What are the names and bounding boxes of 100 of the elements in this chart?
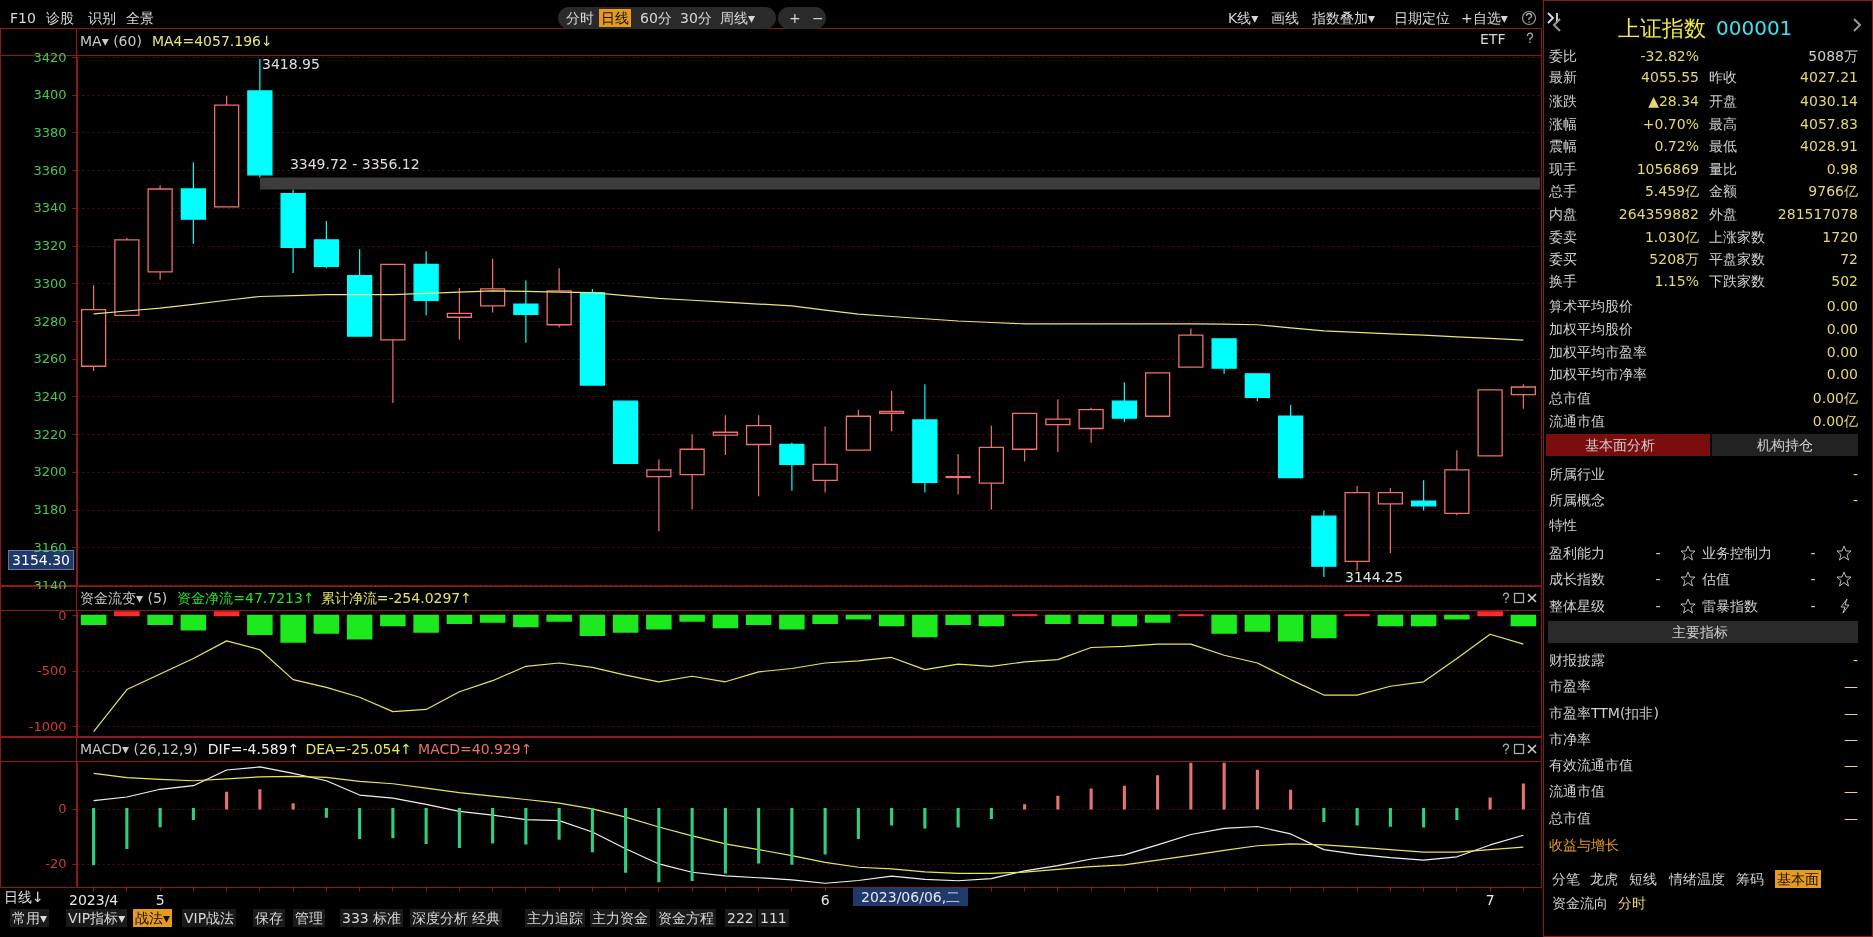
y-tick-label: 3180 bbox=[33, 502, 67, 518]
text: 0.00 bbox=[1826, 343, 1858, 361]
y-tick-label: 3300 bbox=[33, 275, 67, 291]
text: 筹码 bbox=[1736, 870, 1764, 888]
text: — bbox=[1844, 730, 1858, 748]
text: 资金方程 bbox=[656, 909, 716, 927]
candlestick bbox=[1244, 373, 1271, 402]
text: 主要指标 bbox=[1672, 623, 1728, 641]
text: — bbox=[1844, 782, 1858, 800]
candlestick bbox=[513, 279, 539, 344]
text: 72 bbox=[1840, 250, 1858, 268]
text: 盈利能力 bbox=[1549, 544, 1605, 562]
text: 管理 bbox=[293, 909, 325, 927]
text: 111 bbox=[758, 909, 789, 927]
text: — bbox=[1844, 756, 1858, 774]
text: 开盘 bbox=[1709, 92, 1737, 110]
text: F10 bbox=[10, 9, 36, 27]
text: 识别 bbox=[88, 9, 116, 27]
text: 0.00亿 bbox=[1812, 412, 1858, 430]
text: MA4=4057.196↓ bbox=[151, 32, 273, 50]
text: 震幅 bbox=[1549, 137, 1577, 155]
text: VIP战法 bbox=[182, 909, 237, 927]
candlestick bbox=[1377, 487, 1404, 554]
text: 画线 bbox=[1271, 9, 1299, 27]
candlestick bbox=[646, 459, 672, 532]
text: 全景 bbox=[126, 9, 154, 27]
text: 所属概念 bbox=[1549, 491, 1605, 509]
text: 主力追踪 bbox=[525, 909, 585, 927]
text: 加权平均市净率 bbox=[1549, 365, 1647, 383]
text: 量比 bbox=[1709, 160, 1737, 178]
text: 2023/06/06,二 bbox=[853, 888, 969, 906]
text: VIP指标▾ bbox=[66, 909, 128, 927]
text: 1056869 bbox=[1636, 160, 1699, 178]
text: 主力资金 bbox=[590, 909, 650, 927]
text: - bbox=[1810, 544, 1816, 562]
text: 委卖 bbox=[1549, 228, 1577, 246]
annotation: 3144.25 bbox=[1345, 568, 1403, 586]
text: 4055.55 bbox=[1641, 68, 1699, 86]
text: 基本面 bbox=[1775, 870, 1821, 888]
text: ▲28.34 bbox=[1648, 92, 1699, 110]
text: 5208万 bbox=[1649, 250, 1699, 268]
text: - bbox=[1810, 597, 1816, 615]
candlestick bbox=[1078, 407, 1104, 444]
y-tick-label: 3280 bbox=[33, 313, 67, 329]
text: 保存 bbox=[253, 909, 285, 927]
text: 分笔 bbox=[1552, 870, 1580, 888]
text: 基本面分析 bbox=[1585, 436, 1655, 454]
text: 日期定位 bbox=[1394, 9, 1450, 27]
chart-title: MA▾ (60) bbox=[80, 32, 142, 50]
text: +0.70% bbox=[1642, 115, 1699, 133]
text: - bbox=[1655, 570, 1661, 588]
text: 成长指数 bbox=[1549, 570, 1605, 588]
text: 上涨家数 bbox=[1709, 228, 1765, 246]
line-series bbox=[93, 290, 1524, 341]
text: 流通市值 bbox=[1549, 412, 1605, 430]
text: 情绪温度 bbox=[1669, 870, 1725, 888]
y-tick-label: 3240 bbox=[33, 388, 67, 404]
x-tick-label: 5 bbox=[155, 891, 165, 908]
text: + bbox=[789, 9, 801, 27]
text: 雷暴指数 bbox=[1702, 597, 1758, 615]
text: 经典 bbox=[470, 909, 502, 927]
y-tick-label: 3260 bbox=[33, 351, 67, 367]
text: 标准 bbox=[371, 909, 403, 927]
y-tick-label: 3380 bbox=[33, 124, 67, 140]
text: 分时 bbox=[1618, 894, 1646, 912]
candlestick bbox=[1410, 479, 1437, 512]
text: 财报披露 bbox=[1549, 651, 1605, 669]
text: 4030.14 bbox=[1800, 92, 1858, 110]
text: 涨幅 bbox=[1549, 115, 1577, 133]
text: 最低 bbox=[1709, 137, 1737, 155]
text: 5088万 bbox=[1808, 47, 1858, 65]
text: 昨收 bbox=[1709, 68, 1737, 86]
text: — bbox=[1844, 809, 1858, 827]
text: 333 bbox=[340, 909, 371, 927]
text: - bbox=[1852, 465, 1858, 483]
text: 市盈率 bbox=[1549, 677, 1591, 695]
y-tick-label: 0 bbox=[58, 801, 67, 817]
text: 日线↓ bbox=[4, 888, 44, 906]
text: 累计净流=-254.0297↑ bbox=[320, 589, 472, 607]
text: 1720 bbox=[1822, 228, 1858, 246]
text: 502 bbox=[1831, 272, 1858, 290]
text: 涨跌 bbox=[1549, 92, 1577, 110]
series-label: DEA=-25.054↑ bbox=[305, 740, 413, 758]
text: K线▾ bbox=[1228, 9, 1259, 27]
x-tick-label: 2023/4 bbox=[68, 891, 119, 908]
line-series bbox=[93, 633, 1524, 733]
text: -32.82% bbox=[1640, 47, 1699, 65]
candlestick bbox=[779, 442, 805, 492]
text: 分时 bbox=[566, 9, 594, 27]
candlestick bbox=[1510, 383, 1537, 410]
chart-title: 资金流变▾ (5) bbox=[80, 589, 168, 607]
text: 总市值 bbox=[1549, 389, 1591, 407]
text: 000001 bbox=[1716, 16, 1793, 40]
text: 周线▾ bbox=[720, 9, 756, 27]
y-tick-label: 3340 bbox=[33, 200, 67, 216]
text: 平盘家数 bbox=[1709, 250, 1765, 268]
text: 委比 bbox=[1549, 47, 1577, 65]
y-tick-label: 3220 bbox=[33, 426, 67, 442]
text: 0.00亿 bbox=[1812, 389, 1858, 407]
text: - bbox=[1852, 651, 1858, 669]
